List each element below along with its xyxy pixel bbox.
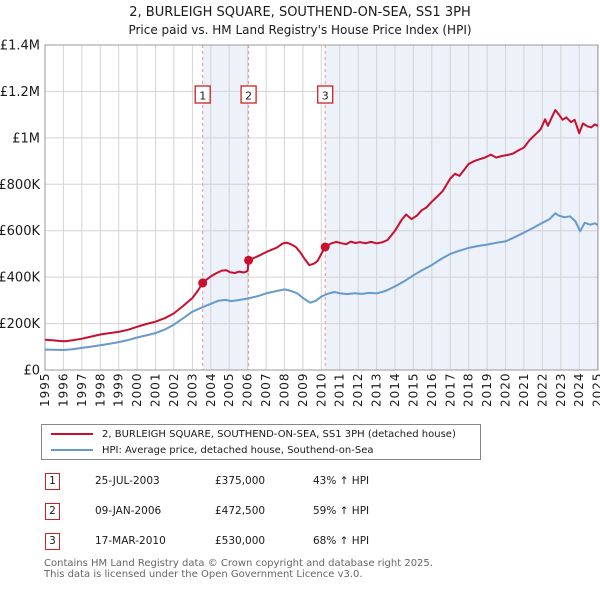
page-subtitle: Price paid vs. HM Land Registry's House … xyxy=(128,23,472,37)
hpi-line-swatch xyxy=(51,449,93,451)
y-tick-label: £1.4M xyxy=(0,39,40,54)
sale-flag-number: 3 xyxy=(322,90,329,103)
x-tick-label: 2016 xyxy=(425,372,439,407)
y-tick-label: £0 xyxy=(23,364,40,379)
legend-item-hpi: HPI: Average price, detached house, Sout… xyxy=(42,443,480,457)
x-tick-label: 2019 xyxy=(480,372,494,407)
chart-legend: 2, BURLEIGH SQUARE, SOUTHEND-ON-SEA, SS1… xyxy=(41,424,481,460)
sale-number-badge: 1 xyxy=(45,473,60,490)
sale-flag-number: 1 xyxy=(199,90,206,103)
price-line-swatch xyxy=(51,433,93,435)
sale-number-badge: 2 xyxy=(45,503,60,520)
license-footer: Contains HM Land Registry data © Crown c… xyxy=(44,558,584,580)
x-tick-label: 2025 xyxy=(591,372,600,407)
legend-item-price: 2, BURLEIGH SQUARE, SOUTHEND-ON-SEA, SS1… xyxy=(42,427,480,441)
sale-marker xyxy=(198,278,208,288)
x-tick-label: 2020 xyxy=(499,372,513,407)
x-tick-label: 2021 xyxy=(517,372,531,407)
sale-date: 17-MAR-2010 xyxy=(95,535,166,547)
x-tick-label: 2006 xyxy=(241,372,255,407)
x-tick-label: 2004 xyxy=(204,372,218,407)
sale-hpi-delta: 59% ↑ HPI xyxy=(313,505,370,517)
price-paid-line xyxy=(45,109,598,343)
page-title: 2, BURLEIGH SQUARE, SOUTHEND-ON-SEA, SS1… xyxy=(129,5,471,20)
ownership-bands xyxy=(202,45,598,370)
x-tick-label: 2022 xyxy=(535,372,549,407)
y-tick-label: £200K xyxy=(0,317,40,332)
sale-hpi-delta: 43% ↑ HPI xyxy=(313,475,370,487)
x-tick-label: 2012 xyxy=(351,372,365,407)
sale-date: 09-JAN-2006 xyxy=(95,505,162,517)
x-tick-label: 2000 xyxy=(130,372,144,407)
x-tick-label: 2017 xyxy=(443,372,457,407)
x-tick-label: 2024 xyxy=(572,372,586,407)
sale-flag-box xyxy=(317,85,334,104)
footer-line-1: Contains HM Land Registry data © Crown c… xyxy=(44,558,433,569)
sale-price: £375,000 xyxy=(215,475,266,487)
x-axis-labels: 1995 1996 1997 1998 1999 2000 2001 2002 2003 2004… xyxy=(38,372,600,407)
x-tick-label: 2007 xyxy=(259,372,273,407)
shaded-band xyxy=(325,45,598,370)
sale-flag-box xyxy=(240,85,257,104)
legend-label-hpi: HPI: Average price, detached house, Sout… xyxy=(102,444,374,456)
x-tick-label: 2013 xyxy=(370,372,384,407)
x-tick-label: 1997 xyxy=(75,372,89,407)
transaction-row: 1 25-JUL-2003 £375,000 43% ↑ HPI xyxy=(0,473,600,491)
x-tick-label: 1995 xyxy=(38,372,52,407)
sale-hpi-delta: 68% ↑ HPI xyxy=(313,535,370,547)
x-tick-label: 1998 xyxy=(93,372,107,407)
price-chart: 1 2 3 £0 £200K £400K £600K £800K £1M £1.2M £1.4M 19… xyxy=(0,39,600,408)
sale-markers xyxy=(198,242,330,288)
hpi-line xyxy=(45,212,598,351)
sale-price: £530,000 xyxy=(215,535,266,547)
x-tick-label: 2014 xyxy=(388,372,402,407)
x-tick-label: 2005 xyxy=(222,372,236,407)
series-lines xyxy=(45,109,598,351)
transaction-row: 2 09-JAN-2006 £472,500 59% ↑ HPI xyxy=(0,503,600,521)
y-tick-label: £600K xyxy=(0,224,40,239)
footer-line-2: This data is licensed under the Open Gov… xyxy=(44,569,363,580)
x-tick-label: 1999 xyxy=(112,372,126,407)
plot-border xyxy=(44,44,599,371)
sale-date: 25-JUL-2003 xyxy=(95,475,160,487)
sale-flag-box xyxy=(194,85,211,104)
x-tick-label: 2023 xyxy=(554,372,568,407)
x-tick-label: 2002 xyxy=(167,372,181,407)
sale-flags: 1 2 3 xyxy=(194,85,334,104)
y-axis-labels: £0 £200K £400K £600K £800K £1M £1.2M £1.4M xyxy=(0,39,40,379)
sale-number-badge: 3 xyxy=(45,533,60,550)
sale-marker xyxy=(320,242,330,252)
x-tick-label: 1996 xyxy=(56,372,70,407)
x-tick-label: 2001 xyxy=(149,372,163,407)
transaction-row: 3 17-MAR-2010 £530,000 68% ↑ HPI xyxy=(0,533,600,551)
x-tick-label: 2003 xyxy=(185,372,199,407)
x-tick-label: 2011 xyxy=(333,372,347,407)
legend-label-price: 2, BURLEIGH SQUARE, SOUTHEND-ON-SEA, SS1… xyxy=(102,428,456,440)
y-tick-label: £1M xyxy=(12,131,40,146)
y-tick-label: £400K xyxy=(0,271,40,286)
x-tick-label: 2010 xyxy=(314,372,328,407)
x-tick-label: 2015 xyxy=(406,372,420,407)
x-tick-label: 2018 xyxy=(462,372,476,407)
sale-price: £472,500 xyxy=(215,505,266,517)
y-tick-label: £1.2M xyxy=(0,85,40,100)
sale-marker xyxy=(244,255,254,265)
sale-flag-number: 2 xyxy=(245,90,252,103)
x-tick-label: 2008 xyxy=(278,372,292,407)
y-tick-label: £800K xyxy=(0,178,40,193)
x-tick-label: 2009 xyxy=(296,372,310,407)
